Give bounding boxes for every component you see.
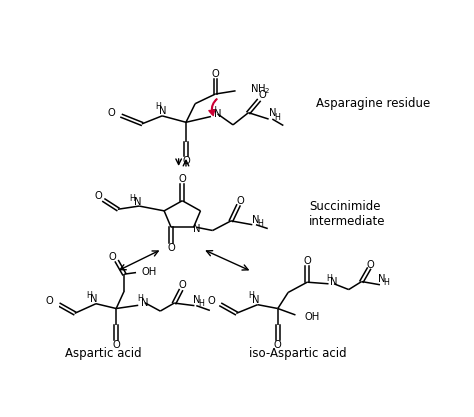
Text: H: H	[210, 106, 216, 115]
Text: H: H	[129, 194, 136, 203]
Text: O: O	[178, 280, 186, 290]
Text: H: H	[383, 278, 390, 287]
Text: N: N	[91, 294, 98, 304]
Text: O: O	[367, 260, 374, 270]
Text: N: N	[214, 109, 221, 119]
Text: NH$_2$: NH$_2$	[249, 82, 270, 96]
Text: O: O	[303, 256, 311, 266]
Text: O: O	[112, 340, 120, 350]
Text: O: O	[95, 191, 103, 201]
Text: H: H	[155, 102, 161, 111]
Text: O: O	[207, 296, 215, 306]
Text: O: O	[107, 108, 115, 118]
Text: O: O	[211, 69, 219, 79]
Text: H: H	[248, 291, 254, 301]
Text: N: N	[252, 215, 260, 225]
Text: N: N	[141, 298, 148, 308]
Text: OH: OH	[305, 311, 320, 322]
FancyArrowPatch shape	[209, 99, 217, 116]
Text: O: O	[258, 90, 266, 100]
Text: N: N	[252, 294, 260, 304]
Text: N: N	[330, 277, 338, 287]
Text: O: O	[46, 296, 54, 306]
Text: N: N	[159, 106, 166, 116]
Text: N: N	[134, 197, 141, 207]
Text: O: O	[182, 156, 190, 166]
Text: N: N	[192, 295, 200, 305]
Text: H: H	[198, 299, 204, 308]
Text: iso-Aspartic acid: iso-Aspartic acid	[249, 347, 347, 360]
Text: Asparagine residue: Asparagine residue	[316, 96, 431, 110]
Text: O: O	[109, 252, 117, 262]
Text: H: H	[86, 291, 92, 299]
Text: H: H	[257, 219, 264, 228]
Text: O: O	[178, 174, 186, 184]
Text: H: H	[274, 113, 280, 122]
Text: Succinimide
intermediate: Succinimide intermediate	[309, 201, 385, 229]
Text: Aspartic acid: Aspartic acid	[65, 347, 142, 360]
Text: N: N	[269, 108, 276, 118]
Text: O: O	[167, 244, 175, 254]
Text: N: N	[193, 224, 200, 234]
Text: N: N	[378, 274, 385, 284]
Text: O: O	[237, 196, 244, 206]
Text: H: H	[137, 294, 143, 304]
Text: OH: OH	[142, 266, 157, 276]
Text: O: O	[274, 340, 282, 350]
Text: H: H	[326, 274, 332, 282]
